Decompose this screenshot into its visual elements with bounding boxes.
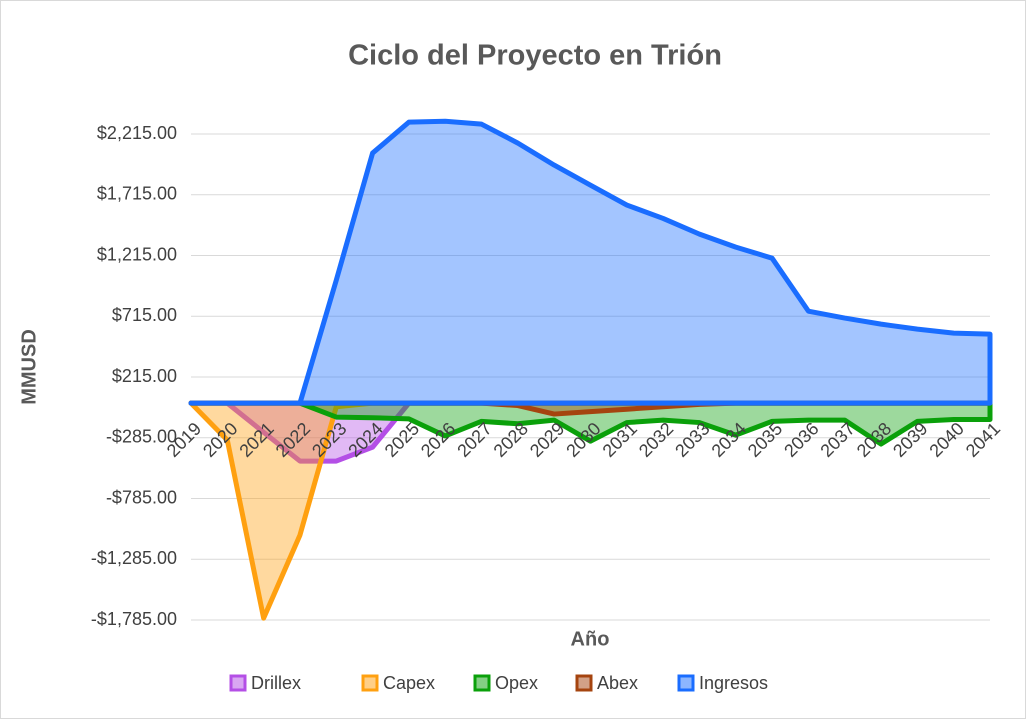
x-axis-title: Año [571, 628, 610, 650]
legend-swatch [677, 674, 695, 692]
y-tick-label: -$1,785.00 [91, 609, 177, 629]
legend-label: Capex [383, 673, 435, 693]
y-tick-label: $1,715.00 [97, 184, 177, 204]
y-tick-label: $215.00 [112, 366, 177, 386]
area-series [188, 400, 993, 447]
legend-swatch [575, 674, 593, 692]
y-tick-label: -$285.00 [106, 427, 177, 447]
legend-label: Drillex [251, 673, 301, 693]
legend-swatch [361, 674, 379, 692]
legend-label: Abex [597, 673, 638, 693]
legend-label: Opex [495, 673, 538, 693]
y-tick-label: -$785.00 [106, 487, 177, 507]
y-axis-title: MMUSD [18, 329, 40, 405]
chart-title: Ciclo del Proyecto en Trión [348, 40, 722, 72]
area-series [188, 118, 993, 406]
legend-swatch [229, 674, 247, 692]
y-tick-label: $1,215.00 [97, 244, 177, 264]
y-tick-label: -$1,285.00 [91, 548, 177, 568]
y-tick-label: $2,215.00 [97, 123, 177, 143]
legend-label: Ingresos [699, 673, 768, 693]
y-tick-label: $715.00 [112, 305, 177, 325]
legend-swatch [473, 674, 491, 692]
